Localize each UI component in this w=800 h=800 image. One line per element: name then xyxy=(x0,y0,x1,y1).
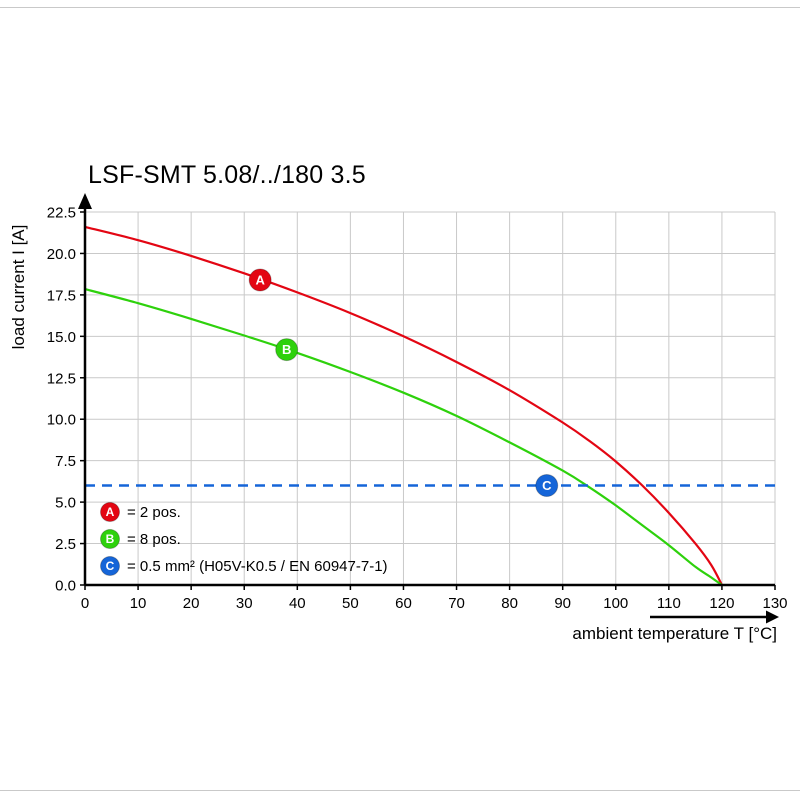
y-tick-label: 20.0 xyxy=(47,246,76,263)
y-tick-label: 2.5 xyxy=(55,536,76,553)
marker-A-letter: A xyxy=(255,272,265,287)
bottom-rule xyxy=(0,790,800,791)
x-tick-label: 90 xyxy=(554,595,571,612)
series-A-curve xyxy=(84,225,723,586)
series-B-curve xyxy=(84,288,723,586)
x-tick-label: 110 xyxy=(657,595,681,612)
x-tick-label: 70 xyxy=(448,595,465,612)
chart-title: LSF-SMT 5.08/../180 3.5 xyxy=(88,161,366,189)
legend-letter-A: A xyxy=(106,505,115,519)
x-tick-label: 40 xyxy=(289,595,306,612)
legend-letter-B: B xyxy=(106,532,115,546)
y-tick-label: 15.0 xyxy=(47,329,76,346)
y-axis-arrow-head xyxy=(78,193,92,209)
y-axis-title: load current I [A] xyxy=(9,225,28,350)
x-axis-title: ambient temperature T [°C] xyxy=(572,624,777,643)
top-rule xyxy=(0,7,800,8)
x-tick-label: 50 xyxy=(342,595,359,612)
x-tick-label: 30 xyxy=(236,595,253,612)
x-tick-label: 120 xyxy=(709,595,734,612)
y-tick-label: 17.5 xyxy=(47,287,76,304)
marker-B xyxy=(275,338,299,362)
marker-B-letter: B xyxy=(282,342,291,357)
y-tick-label: 10.0 xyxy=(47,412,76,429)
legend-label-A: = 2 pos. xyxy=(127,504,181,521)
x-axis-arrow-head xyxy=(766,610,779,624)
x-tick-label: 100 xyxy=(603,595,628,612)
legend-label-C: = 0.5 mm² (H05V-K0.5 / EN 60947-7-1) xyxy=(127,558,388,575)
x-tick-label: 0 xyxy=(81,595,89,612)
legend-label-B: = 8 pos. xyxy=(127,531,181,548)
y-tick-label: 7.5 xyxy=(55,453,76,470)
legend-swatch-B xyxy=(100,529,120,549)
y-tick-label: 22.5 xyxy=(47,205,76,222)
marker-C xyxy=(535,474,559,498)
marker-A xyxy=(248,268,272,292)
legend-swatch-C xyxy=(100,556,120,576)
legend-letter-C: C xyxy=(106,559,115,573)
x-tick-label: 80 xyxy=(501,595,518,612)
y-tick-label: 12.5 xyxy=(47,370,76,387)
x-tick-label: 10 xyxy=(130,595,147,612)
x-tick-label: 20 xyxy=(183,595,200,612)
y-tick-label: 0.0 xyxy=(55,578,76,595)
x-tick-label: 130 xyxy=(762,595,787,612)
marker-C-letter: C xyxy=(542,478,552,493)
x-tick-label: 60 xyxy=(395,595,412,612)
y-tick-label: 5.0 xyxy=(55,495,76,512)
legend-swatch-A xyxy=(100,502,120,522)
